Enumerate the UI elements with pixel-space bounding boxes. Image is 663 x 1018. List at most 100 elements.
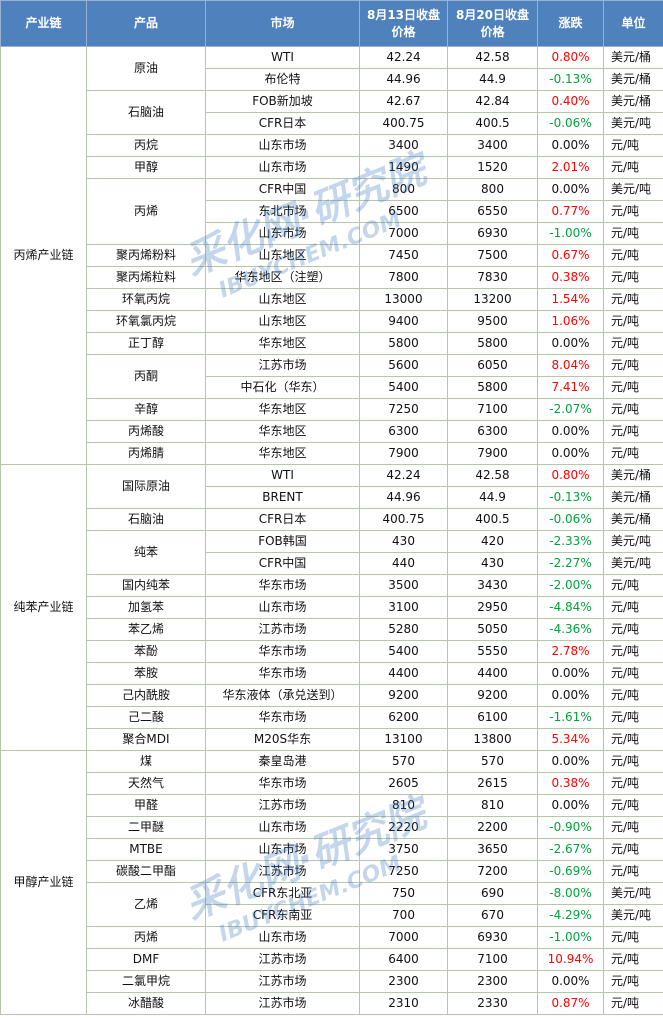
- product-cell: 纯苯: [86, 530, 206, 575]
- unit-cell: 元/吨: [603, 222, 663, 245]
- price-aug20-cell: 690: [447, 882, 538, 905]
- table-row: BRENT 44.96 44.9 -0.13% 美元/桶: [1, 486, 663, 509]
- price-aug20-cell: 2200: [447, 816, 538, 839]
- product-cell: 环氧氯丙烷: [86, 310, 206, 333]
- price-aug20-cell: 6100: [447, 706, 538, 729]
- change-cell: 0.80%: [537, 46, 604, 69]
- market-cell: CFR日本: [205, 112, 360, 135]
- header-chain: 产业链: [0, 0, 87, 47]
- unit-cell: 美元/桶: [603, 46, 663, 69]
- market-cell: 华东地区: [205, 398, 360, 421]
- price-aug13-cell: 9400: [359, 310, 448, 333]
- product-cell: 石脑油: [86, 90, 206, 135]
- market-cell: FOB新加坡: [205, 90, 360, 113]
- change-cell: 0.77%: [537, 200, 604, 223]
- product-cell: 二甲醚: [86, 816, 206, 839]
- change-cell: 2.01%: [537, 156, 604, 179]
- header-price-aug20: 8月20日收盘 价格: [447, 0, 538, 47]
- unit-cell: 元/吨: [603, 618, 663, 641]
- change-cell: -0.06%: [537, 112, 604, 135]
- table-row: 苯酚 华东市场 5400 5550 2.78% 元/吨: [1, 640, 663, 663]
- price-aug13-cell: 5600: [359, 354, 448, 377]
- market-cell: WTI: [205, 464, 360, 487]
- change-cell: -0.06%: [537, 508, 604, 531]
- unit-cell: 美元/吨: [603, 178, 663, 201]
- market-cell: WTI: [205, 46, 360, 69]
- price-aug20-cell: 400.5: [447, 112, 538, 135]
- unit-cell: 元/吨: [603, 772, 663, 795]
- table-row: 碳酸二甲酯 江苏市场 7250 7200 -0.69% 元/吨: [1, 860, 663, 883]
- table-row: 东北市场 6500 6550 0.77% 元/吨: [1, 200, 663, 223]
- unit-cell: 美元/吨: [603, 882, 663, 905]
- market-cell: 东北市场: [205, 200, 360, 223]
- change-cell: 0.40%: [537, 90, 604, 113]
- product-cell: 石脑油: [86, 508, 206, 531]
- product-cell: 二氯甲烷: [86, 970, 206, 993]
- market-cell: 秦皇岛港: [205, 750, 360, 773]
- price-aug13-cell: 7900: [359, 442, 448, 465]
- unit-cell: 美元/吨: [603, 552, 663, 575]
- market-cell: 江苏市场: [205, 354, 360, 377]
- market-cell: 山东地区: [205, 244, 360, 267]
- change-cell: 0.00%: [537, 178, 604, 201]
- price-aug13-cell: 400.75: [359, 112, 448, 135]
- table-row: 聚丙烯粒料 华东地区（注塑） 7800 7830 0.38% 元/吨: [1, 266, 663, 289]
- price-aug13-cell: 400.75: [359, 508, 448, 531]
- change-cell: -1.00%: [537, 926, 604, 949]
- product-cell: 国内纯苯: [86, 574, 206, 597]
- change-cell: 5.34%: [537, 728, 604, 751]
- table-row: 二甲醚 山东市场 2220 2200 -0.90% 元/吨: [1, 816, 663, 839]
- table-row: 山东市场 7000 6930 -1.00% 元/吨: [1, 222, 663, 245]
- price-aug13-cell: 42.24: [359, 464, 448, 487]
- price-aug13-cell: 4400: [359, 662, 448, 685]
- product-cell: 加氢苯: [86, 596, 206, 619]
- price-aug20-cell: 6050: [447, 354, 538, 377]
- table-row: 布伦特 44.96 44.9 -0.13% 美元/桶: [1, 68, 663, 91]
- product-cell: 聚合MDI: [86, 728, 206, 751]
- market-cell: 山东市场: [205, 222, 360, 245]
- unit-cell: 元/吨: [603, 420, 663, 443]
- header-change: 涨跌: [537, 0, 604, 47]
- change-cell: -1.00%: [537, 222, 604, 245]
- product-cell: 丙酮: [86, 354, 206, 399]
- product-cell: 天然气: [86, 772, 206, 795]
- unit-cell: 元/吨: [603, 684, 663, 707]
- unit-cell: 元/吨: [603, 200, 663, 223]
- price-aug13-cell: 3400: [359, 134, 448, 157]
- table-row: 石脑油 FOB新加坡 42.67 42.84 0.40% 美元/桶: [1, 90, 663, 135]
- product-cell: 苯乙烯: [86, 618, 206, 641]
- unit-cell: 元/吨: [603, 992, 663, 1015]
- change-cell: 0.00%: [537, 750, 604, 773]
- table-row: 丙烯 山东市场 7000 6930 -1.00% 元/吨: [1, 926, 663, 949]
- price-aug13-cell: 5280: [359, 618, 448, 641]
- price-aug20-cell: 4400: [447, 662, 538, 685]
- price-aug20-cell: 3430: [447, 574, 538, 597]
- unit-cell: 元/吨: [603, 728, 663, 751]
- price-aug20-cell: 2300: [447, 970, 538, 993]
- unit-cell: 元/吨: [603, 948, 663, 971]
- change-cell: 0.87%: [537, 992, 604, 1015]
- product-cell: 辛醇: [86, 398, 206, 421]
- market-cell: CFR东北亚: [205, 882, 360, 905]
- header-price-aug20-line2: 价格: [480, 24, 505, 39]
- unit-cell: 美元/桶: [603, 90, 663, 113]
- market-cell: CFR东南亚: [205, 904, 360, 927]
- change-cell: 0.38%: [537, 266, 604, 289]
- product-cell: 聚丙烯粒料: [86, 266, 206, 289]
- product-cell: 国际原油: [86, 464, 206, 509]
- market-cell: 华东市场: [205, 772, 360, 795]
- table-row: 加氢苯 山东市场 3100 2950 -4.84% 元/吨: [1, 596, 663, 619]
- price-aug20-cell: 42.58: [447, 464, 538, 487]
- price-aug13-cell: 3750: [359, 838, 448, 861]
- table-row: 石脑油 CFR日本 400.75 400.5 -0.06% 美元/桶: [1, 508, 663, 531]
- unit-cell: 元/吨: [603, 156, 663, 179]
- unit-cell: 美元/吨: [603, 904, 663, 927]
- price-aug20-cell: 810: [447, 794, 538, 817]
- change-cell: 0.00%: [537, 970, 604, 993]
- table-row: 冰醋酸 江苏市场 2310 2330 0.87% 元/吨: [1, 992, 663, 1015]
- change-cell: 0.38%: [537, 772, 604, 795]
- header-price-aug13: 8月13日收盘 价格: [359, 0, 448, 47]
- header-price-aug13-line1: 8月13日收盘: [366, 7, 441, 22]
